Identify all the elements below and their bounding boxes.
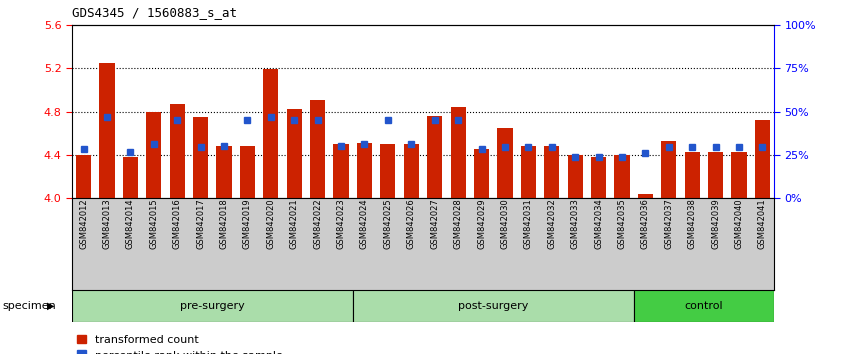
Bar: [170, 104, 184, 198]
Bar: [614, 155, 629, 198]
Text: specimen: specimen: [3, 301, 57, 311]
Bar: [634, 290, 774, 322]
Bar: [381, 144, 395, 198]
Bar: [568, 155, 583, 198]
Bar: [123, 157, 138, 198]
Bar: [263, 69, 278, 198]
Bar: [404, 144, 419, 198]
Bar: [544, 146, 559, 198]
Bar: [591, 157, 606, 198]
Bar: [100, 63, 114, 198]
Bar: [193, 117, 208, 198]
Bar: [662, 141, 676, 198]
Text: post-surgery: post-surgery: [458, 301, 529, 311]
Bar: [217, 146, 232, 198]
Bar: [732, 152, 746, 198]
Bar: [72, 290, 353, 322]
Bar: [638, 194, 653, 198]
Bar: [474, 149, 489, 198]
Bar: [333, 144, 349, 198]
Bar: [353, 290, 634, 322]
Bar: [497, 128, 513, 198]
Bar: [146, 112, 162, 198]
Text: ▶: ▶: [47, 301, 54, 311]
Bar: [755, 120, 770, 198]
Bar: [357, 143, 372, 198]
Bar: [287, 109, 302, 198]
Text: GDS4345 / 1560883_s_at: GDS4345 / 1560883_s_at: [72, 6, 237, 19]
Bar: [451, 107, 465, 198]
Bar: [240, 146, 255, 198]
Bar: [76, 155, 91, 198]
Bar: [684, 152, 700, 198]
Bar: [310, 99, 325, 198]
Legend: transformed count, percentile rank within the sample: transformed count, percentile rank withi…: [78, 335, 283, 354]
Text: control: control: [684, 301, 723, 311]
Text: pre-surgery: pre-surgery: [180, 301, 244, 311]
Bar: [427, 116, 442, 198]
Bar: [521, 146, 536, 198]
Bar: [708, 152, 723, 198]
